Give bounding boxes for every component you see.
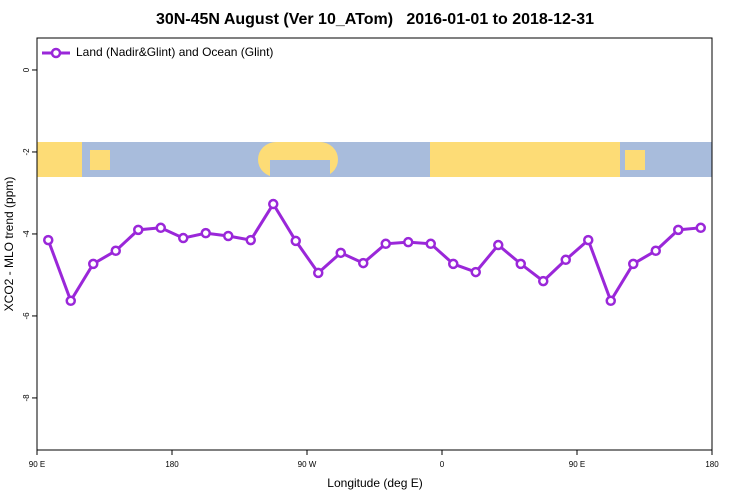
point [223, 230, 234, 242]
legend-label: Land (Nadir&Glint) and Ocean (Glint) [76, 45, 273, 59]
x-tick-label: 90 E [569, 460, 585, 469]
point [628, 258, 639, 270]
point [335, 247, 346, 259]
x-tick-label: 180 [705, 460, 719, 469]
point [65, 295, 76, 307]
point [313, 267, 324, 279]
point [605, 295, 616, 307]
y-tick-label: -2 [22, 148, 31, 156]
x-tick-label: 90 E [29, 460, 45, 469]
point [493, 239, 504, 251]
point [380, 238, 391, 250]
point [290, 235, 301, 247]
point [470, 266, 481, 278]
x-tick-label: 180 [165, 460, 179, 469]
point [178, 232, 189, 244]
point [515, 258, 526, 270]
point [88, 258, 99, 270]
series-line [46, 201, 701, 305]
point [268, 198, 279, 210]
point [560, 254, 571, 266]
point [650, 245, 661, 257]
point [43, 234, 54, 246]
point [583, 234, 594, 246]
y-tick-label: -4 [22, 230, 31, 238]
plot-frame [36, 37, 713, 451]
point [448, 258, 459, 270]
y-tick-label: -8 [22, 394, 31, 402]
y-axis-label: XCO2 - MLO trend (ppm) [2, 177, 16, 312]
chart-title: 30N-45N August (Ver 10_ATom) 2016-01-01 … [156, 11, 594, 28]
x-tick-label: 0 [440, 460, 445, 469]
point [358, 257, 369, 269]
x-tick-label: 90 W [298, 460, 317, 469]
y-tick-label: 0 [22, 67, 31, 72]
point [133, 224, 144, 236]
y-tick-label: -6 [22, 312, 31, 320]
x-axis-label: Longitude (deg E) [327, 476, 422, 490]
point [538, 275, 549, 287]
point [200, 227, 211, 239]
point [695, 222, 706, 234]
point [245, 234, 256, 246]
point [673, 224, 684, 236]
point [425, 238, 436, 250]
point [155, 222, 166, 234]
point [110, 245, 121, 257]
point [403, 236, 414, 248]
legend-marker [50, 47, 62, 59]
map-band [37, 142, 712, 177]
